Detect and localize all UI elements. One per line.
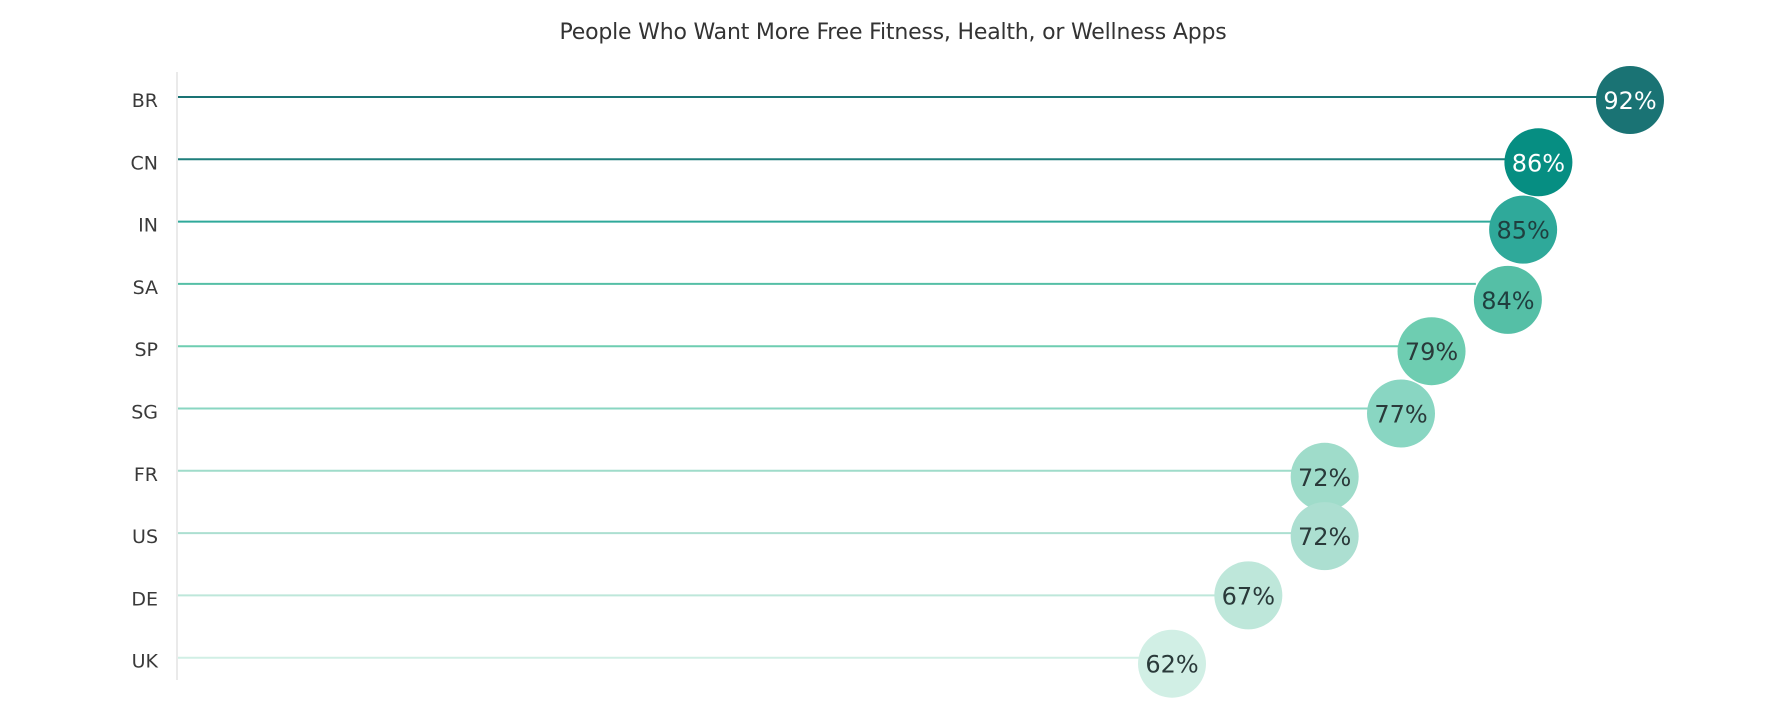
bubble-us (1290, 502, 1359, 571)
value-label-de: 67% (1222, 582, 1275, 610)
value-label-cn: 86% (1512, 149, 1565, 177)
value-label-us: 72% (1298, 523, 1351, 551)
bubble-in (1489, 195, 1558, 264)
bubble-sp (1397, 317, 1466, 386)
bubble-br (1596, 66, 1664, 134)
category-label-sa: SA (133, 277, 158, 299)
bubble-uk (1138, 629, 1206, 698)
category-label-de: DE (131, 588, 158, 610)
chart-marks: BR 92% CN 86% IN 85% SA 84% SP 79% SG 77% FR 72% US 72%… (131, 66, 1664, 698)
bubble-cn (1504, 128, 1573, 197)
category-label-cn: CN (131, 152, 158, 174)
category-label-sg: SG (131, 402, 158, 424)
category-label-fr: FR (134, 464, 158, 486)
category-label-uk: UK (132, 651, 159, 673)
chart-title: People Who Want More Free Fitness, Healt… (559, 20, 1227, 45)
bubble-sa (1473, 265, 1542, 334)
bubble-sg (1367, 379, 1435, 448)
value-label-sp: 79% (1405, 338, 1458, 366)
bubble-fr (1290, 442, 1359, 511)
value-label-uk: 62% (1145, 651, 1198, 679)
value-label-sa: 84% (1481, 287, 1534, 315)
value-label-sg: 77% (1374, 401, 1427, 429)
bubble-de (1214, 561, 1283, 630)
value-label-br: 92% (1603, 87, 1656, 115)
category-label-in: IN (138, 215, 158, 237)
value-label-in: 85% (1496, 217, 1549, 245)
category-label-sp: SP (134, 339, 158, 361)
value-label-fr: 72% (1298, 464, 1351, 492)
category-label-us: US (132, 526, 158, 548)
category-label-br: BR (132, 90, 158, 112)
